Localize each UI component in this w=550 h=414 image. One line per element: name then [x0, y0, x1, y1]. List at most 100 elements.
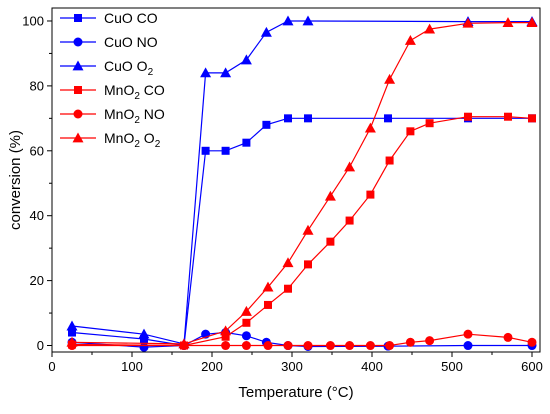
legend-text-part: O — [140, 130, 155, 146]
y-tick-label-80: 80 — [30, 78, 44, 93]
series-4-point-14 — [464, 112, 472, 121]
legend-text-part: CuO CO — [104, 10, 158, 26]
series-5-point-4 — [241, 341, 251, 351]
legend-text-part: CuO NO — [104, 34, 158, 50]
legend-marker-6 — [72, 132, 84, 143]
legend-label-3: CuO O2 — [104, 58, 154, 78]
series-2-point-11 — [463, 341, 473, 351]
series-3-point-2 — [138, 328, 150, 339]
series-6-point-10 — [364, 122, 376, 133]
series-6-point-16 — [526, 17, 538, 28]
x-axis-title: Temperature (°C) — [238, 384, 353, 401]
legend-entry-1: CuO CO — [60, 10, 158, 26]
series-4-point-16 — [528, 114, 536, 123]
y-tick-label-100: 100 — [22, 13, 44, 28]
series-6-point-5 — [262, 281, 274, 292]
legend-entry-5: MnO2 NO — [60, 106, 165, 126]
series-2-point-6 — [241, 331, 251, 341]
series-3-point-6 — [240, 54, 252, 65]
series-6 — [66, 17, 538, 349]
series-4-line — [71, 116, 533, 347]
series-6-point-15 — [502, 17, 514, 28]
series-1-point-8 — [284, 114, 292, 123]
legend-marker-4 — [74, 86, 82, 94]
legend-label-6: MnO2 O2 — [104, 130, 161, 150]
x-tick-label-200: 200 — [201, 359, 223, 374]
series-5-point-12 — [405, 337, 415, 347]
series-6-point-9 — [344, 161, 356, 172]
x-tick-label-0: 0 — [48, 359, 55, 374]
series-6-point-13 — [424, 23, 436, 34]
series-1-line — [71, 117, 532, 347]
series-6-point-1 — [66, 336, 78, 347]
series-5-point-9 — [345, 341, 355, 351]
x-tick-label-500: 500 — [441, 359, 463, 374]
plot-frame — [51, 7, 541, 353]
series-6-point-6 — [282, 257, 294, 268]
series-4-point-5 — [264, 300, 272, 309]
series-3-point-1 — [66, 320, 78, 331]
series-6-point-4 — [240, 305, 252, 316]
series-4-point-3 — [221, 332, 230, 341]
series-6-point-8 — [324, 190, 336, 201]
series-4-point-6 — [284, 284, 292, 293]
series-5-line — [72, 333, 533, 347]
series-1-point-5 — [221, 146, 230, 155]
legend-subscript: 2 — [148, 67, 154, 78]
series-4-point-11 — [385, 156, 394, 165]
x-tick-label-300: 300 — [281, 359, 303, 374]
y-tick-label-20: 20 — [30, 273, 44, 288]
y-tick-label-40: 40 — [30, 208, 44, 223]
series-1-point-1 — [68, 328, 76, 337]
series-4-point-15 — [504, 112, 512, 121]
series-5-point-5 — [263, 341, 273, 351]
series-4-point-9 — [345, 216, 354, 225]
series-5 — [67, 329, 537, 351]
series-4-point-13 — [425, 119, 434, 128]
legend-label-4: MnO2 CO — [104, 82, 165, 102]
series-6-point-3 — [220, 325, 232, 336]
legend-subscript: 2 — [134, 139, 140, 150]
series-1-point-4 — [201, 146, 210, 155]
series-1-point-7 — [262, 120, 271, 129]
legend-marker-1 — [74, 14, 82, 22]
series-5-point-14 — [463, 329, 473, 339]
legend-entry-6: MnO2 O2 — [60, 130, 161, 150]
y-tick-label-60: 60 — [30, 143, 44, 158]
series-5-point-7 — [303, 341, 313, 351]
legend-text-part: MnO — [104, 82, 134, 98]
legend-label-1: CuO CO — [104, 10, 158, 26]
series-1-point-2 — [140, 335, 148, 344]
series-6-point-12 — [404, 34, 416, 45]
series-1-point-6 — [242, 138, 251, 147]
legend-text-part: MnO — [104, 130, 134, 146]
legend-marker-5 — [73, 109, 83, 119]
x-tick-label-100: 100 — [121, 359, 143, 374]
legend-subscript: 2 — [134, 91, 140, 102]
x-tick-label-400: 400 — [361, 359, 383, 374]
series-3-point-4 — [200, 67, 212, 78]
legend-label-2: CuO NO — [104, 34, 158, 50]
series-4-point-8 — [326, 237, 335, 246]
series-2-point-2 — [139, 342, 149, 352]
legend-text-part: CuO O — [104, 58, 148, 74]
legend-entry-2: CuO NO — [60, 34, 158, 50]
series-5-point-10 — [365, 341, 375, 351]
series-6-point-11 — [384, 73, 396, 84]
series-5-point-16 — [527, 337, 537, 347]
x-tick-label-600: 600 — [521, 359, 543, 374]
series-6-point-2 — [178, 338, 190, 349]
legend-text-part: NO — [140, 106, 165, 122]
legend-marker-2 — [73, 37, 83, 47]
legend-entry-3: CuO O2 — [60, 58, 154, 78]
axis-ticks: 0 100 200 300 400 500 600 0 20 40 60 80 100 — [22, 13, 543, 374]
series-6-point-7 — [302, 224, 314, 235]
legend-text-part: CO — [140, 82, 165, 98]
series-3-point-7 — [260, 26, 272, 37]
series-3-point-9 — [302, 15, 314, 26]
y-axis-title: conversion (%) — [7, 130, 24, 230]
legend-label-5: MnO2 NO — [104, 106, 165, 126]
legend-text-part: MnO — [104, 106, 134, 122]
